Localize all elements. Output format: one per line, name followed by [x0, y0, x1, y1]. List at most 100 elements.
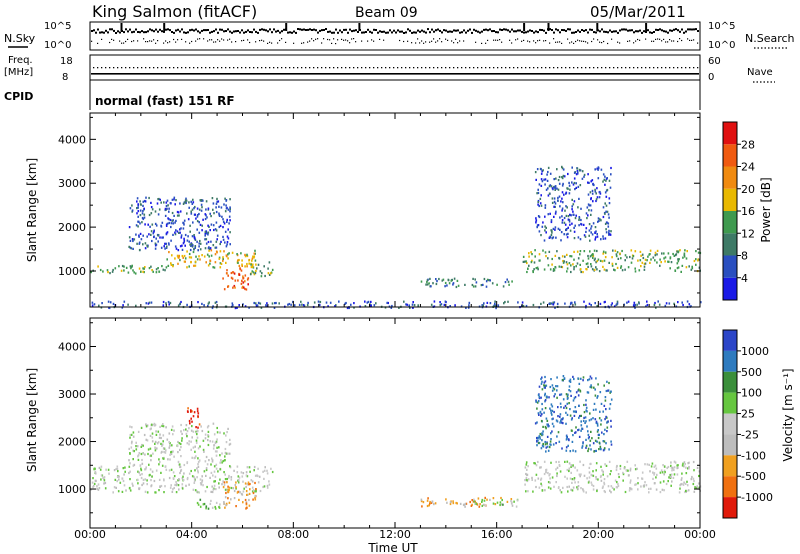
- power-scatter-cell: [348, 306, 350, 310]
- power-scatter-cell: [205, 261, 207, 264]
- nave-trace-point: [105, 67, 107, 69]
- power-scatter-cell: [646, 303, 649, 307]
- velocity-scatter-cell: [96, 485, 98, 488]
- power-scatter-cell: [155, 224, 158, 227]
- power-scatter-cell: [604, 202, 606, 205]
- velocity-scatter-cell: [215, 467, 218, 470]
- velocity-scatter-cell: [133, 463, 136, 466]
- nave-trace-point: [397, 67, 399, 69]
- power-scatter-cell: [222, 226, 224, 229]
- nsky-trace-point: [619, 29, 621, 32]
- velocity-scatter-cell: [680, 478, 683, 481]
- power-scatter-cell: [571, 301, 573, 304]
- velocity-scatter-cell: [144, 453, 146, 456]
- power-scatter-cell: [142, 234, 144, 237]
- nsearch-trace-point: [673, 40, 675, 42]
- power-scatter-cell: [553, 186, 556, 189]
- freq-trace-point: [417, 73, 419, 75]
- nsky-trace-point: [155, 28, 157, 31]
- velocity-scatter-cell: [170, 468, 173, 471]
- power-scatter-cell: [195, 217, 197, 220]
- velocity-scatter-cell: [556, 376, 558, 379]
- nsearch-trace-point: [335, 43, 337, 45]
- velocity-scatter-cell: [637, 482, 639, 485]
- freq-trace-point: [113, 73, 115, 75]
- power-scatter-cell: [178, 214, 180, 217]
- velocity-scatter-cell: [629, 479, 632, 482]
- power-scatter-cell: [353, 302, 355, 305]
- velocity-scatter-cell: [559, 415, 561, 418]
- power-scatter-cell: [166, 245, 168, 248]
- power-scatter-cell: [207, 302, 210, 305]
- power-scatter-cell: [177, 262, 179, 265]
- velocity-scatter-cell: [579, 475, 581, 478]
- power-scatter-cell: [252, 271, 255, 274]
- power-scatter-cell: [495, 307, 497, 310]
- power-scatter-cell: [237, 279, 239, 282]
- velocity-scatter-cell: [549, 440, 552, 443]
- power-scatter-cell: [168, 207, 170, 210]
- nsky-trace-point: [411, 31, 413, 34]
- freq-trace-point: [673, 73, 675, 75]
- power-scatter-cell: [386, 301, 388, 304]
- nsearch-trace-point: [137, 40, 139, 42]
- nsky-trace-point: [349, 28, 351, 31]
- velocity-scatter-cell: [609, 489, 611, 492]
- velocity-scatter-cell: [216, 446, 218, 449]
- power-scatter-cell: [91, 301, 94, 304]
- power-scatter-cell: [257, 263, 260, 266]
- power-scatter-cell: [464, 283, 466, 286]
- power-scatter-cell: [162, 236, 164, 239]
- power-scatter-cell: [649, 253, 651, 256]
- nsearch-trace-point: [293, 42, 295, 44]
- nsearch-trace-point: [285, 41, 287, 43]
- freq-trace-point: [477, 73, 479, 75]
- nsearch-trace-point: [329, 39, 331, 41]
- nave-trace-point: [613, 67, 615, 69]
- nsearch-trace-point: [217, 39, 219, 41]
- power-scatter-cell: [246, 253, 248, 256]
- power-scatter-cell: [482, 304, 484, 307]
- nave-trace-point: [289, 67, 291, 69]
- velocity-scatter-cell: [659, 471, 662, 474]
- velocity-scatter-cell: [230, 476, 233, 479]
- velocity-scatter-cell: [560, 491, 563, 494]
- power-scatter-cell: [212, 202, 215, 205]
- freq-trace-point: [667, 73, 669, 75]
- power-scatter-cell: [148, 233, 150, 236]
- power-scatter-cell: [266, 305, 269, 308]
- velocity-scatter-cell: [589, 412, 591, 415]
- velocity-scatter-cell: [183, 463, 186, 467]
- power-scatter-cell: [604, 175, 606, 178]
- freq-trace-point: [381, 73, 383, 75]
- velocity-scatter-cell: [596, 430, 599, 433]
- velocity-scatter-cell: [211, 485, 213, 488]
- freq-trace-point: [405, 73, 407, 75]
- power-scatter-cell: [193, 264, 195, 267]
- power-scatter-cell: [236, 253, 238, 256]
- velocity-scatter-cell: [197, 460, 200, 464]
- power-scatter-cell: [390, 306, 393, 309]
- velocity-scatter-cell: [246, 483, 249, 486]
- velocity-scatter-cell: [100, 474, 103, 477]
- velocity-scatter-cell: [607, 389, 609, 392]
- velocity-scatter-cell: [433, 503, 435, 506]
- velocity-scatter-cell: [606, 421, 608, 424]
- velocity-scatter-cell: [545, 427, 547, 430]
- power-scatter-cell: [129, 239, 132, 242]
- nsky-trace-point: [253, 28, 255, 31]
- velocity-scatter-cell: [248, 492, 251, 495]
- power-scatter-cell: [580, 207, 582, 210]
- power-scatter-cell: [218, 214, 221, 217]
- power-scatter-cell: [168, 210, 170, 213]
- power-scatter-cell: [188, 265, 190, 268]
- power-scatter-cell: [212, 305, 214, 308]
- power-scatter-cell: [483, 302, 485, 305]
- velocity-scatter-cell: [566, 460, 569, 463]
- freq-trace-point: [643, 73, 645, 75]
- freq-trace-point: [111, 73, 113, 75]
- freq-trace-point: [577, 73, 579, 75]
- velocity-colorbar-label: Velocity [m s⁻¹]: [781, 368, 795, 461]
- power-scatter-cell: [569, 229, 572, 232]
- velocity-scatter-cell: [221, 461, 223, 464]
